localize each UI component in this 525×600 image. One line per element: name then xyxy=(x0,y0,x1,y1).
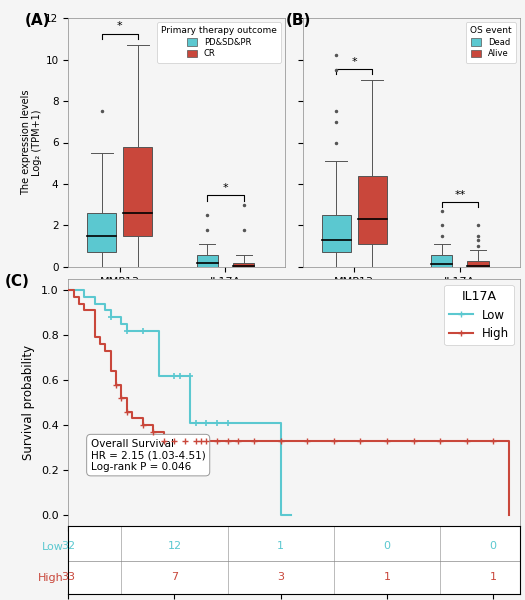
Legend: Low, High: Low, High xyxy=(444,285,514,345)
Y-axis label: Survival probability: Survival probability xyxy=(22,345,35,460)
Bar xyxy=(123,146,152,236)
Text: Overall Survival
HR = 2.15 (1.03-4.51)
Log-rank P = 0.046: Overall Survival HR = 2.15 (1.03-4.51) L… xyxy=(91,439,206,472)
Text: 0: 0 xyxy=(383,541,391,551)
Text: 1: 1 xyxy=(490,572,497,582)
Text: 1: 1 xyxy=(277,541,284,551)
Text: 33: 33 xyxy=(61,572,75,582)
Text: **: ** xyxy=(454,190,466,200)
Text: 7: 7 xyxy=(171,572,178,582)
Text: 0: 0 xyxy=(490,541,497,551)
Text: (B): (B) xyxy=(285,13,311,28)
Text: *: * xyxy=(351,57,357,67)
Text: (C): (C) xyxy=(5,274,30,289)
Text: 3: 3 xyxy=(277,572,284,582)
Bar xyxy=(467,261,489,267)
Bar xyxy=(87,213,116,253)
Bar xyxy=(358,176,387,244)
Text: *: * xyxy=(223,184,228,193)
Bar xyxy=(431,254,453,267)
Text: 12: 12 xyxy=(167,541,182,551)
Legend: Dead, Alive: Dead, Alive xyxy=(466,22,516,62)
Bar xyxy=(233,263,254,267)
Text: 1: 1 xyxy=(383,572,391,582)
Bar xyxy=(197,254,218,267)
Bar xyxy=(322,215,351,253)
Text: (A): (A) xyxy=(25,13,50,28)
Legend: PD&SD&PR, CR: PD&SD&PR, CR xyxy=(157,22,281,62)
Text: *: * xyxy=(117,22,122,31)
Y-axis label: The expression levels
Log₂ (TPM+1): The expression levels Log₂ (TPM+1) xyxy=(21,90,43,195)
Text: 32: 32 xyxy=(61,541,75,551)
